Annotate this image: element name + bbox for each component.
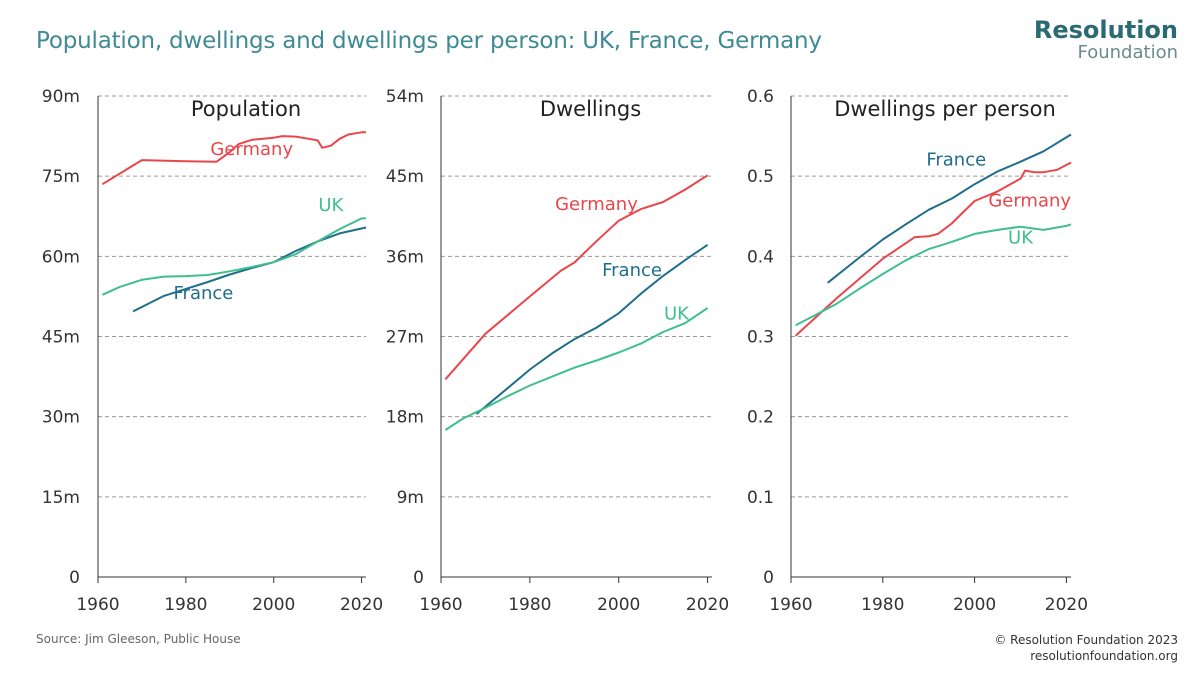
source-note: Source: Jim Gleeson, Public House	[36, 632, 241, 646]
y-tick-label: 45m	[386, 167, 424, 187]
y-tick-label: 0.2	[747, 408, 774, 428]
series-label-germany: Germany	[988, 191, 1071, 212]
y-tick-label: 45m	[42, 328, 80, 348]
series-label-uk: UK	[318, 195, 344, 216]
series-line-germany	[794, 161, 1072, 337]
chart-panel-1: 0 15m 30m 45m 60m 75m 90m 1960 1980 2000 2020 Popul…	[42, 87, 383, 615]
y-tick-label: 9m	[397, 488, 424, 508]
copyright-line: © Resolution Foundation 2023	[994, 633, 1178, 647]
x-tick-label: 1980	[164, 595, 207, 615]
y-tick-label: 0.1	[747, 488, 774, 508]
chart-panel-3: 0 0.1 0.2 0.3 0.4 0.5 0.6 1960 1980 2000 2020 Dwell…	[747, 87, 1088, 615]
series-label-uk: UK	[664, 304, 690, 325]
x-tick-label: 1980	[508, 595, 551, 615]
panel-title: Dwellings per person	[834, 97, 1056, 121]
series-line-uk	[444, 307, 709, 431]
chart-title: Population, dwellings and dwellings per …	[36, 28, 822, 54]
y-tick-label: 0	[69, 568, 80, 588]
resolution-foundation-logo: Resolution Foundation	[1034, 18, 1178, 62]
x-tick-label: 2020	[1045, 595, 1088, 615]
y-tick-label: 0.6	[747, 87, 774, 107]
x-tick-label: 2020	[340, 595, 383, 615]
website-line: resolutionfoundation.org	[1030, 649, 1178, 663]
chart-panel-2: 0 9m 18m 27m 36m 45m 54m 1960 1980 2000 2020 Dwelli…	[386, 87, 729, 615]
y-tick-label: 36m	[386, 247, 424, 267]
y-tick-label: 0.5	[747, 167, 774, 187]
series-line-france	[475, 243, 709, 415]
x-tick-label: 1960	[419, 595, 462, 615]
series-line-germany	[444, 174, 709, 380]
y-tick-label: 54m	[386, 87, 424, 107]
series-line-france	[827, 133, 1072, 284]
y-tick-label: 0.3	[747, 328, 774, 348]
x-tick-label: 1960	[76, 595, 119, 615]
panel-title: Population	[191, 97, 301, 121]
logo-line-1: Resolution	[1033, 16, 1178, 44]
y-tick-label: 0	[413, 568, 424, 588]
y-tick-label: 75m	[42, 167, 80, 187]
series-line-germany	[101, 131, 366, 186]
x-tick-label: 2000	[953, 595, 996, 615]
x-tick-label: 1960	[769, 595, 812, 615]
series-label-uk: UK	[1008, 228, 1034, 249]
series-line-uk	[101, 217, 366, 296]
x-tick-label: 2020	[686, 595, 729, 615]
series-label-france: France	[174, 283, 234, 304]
logo-line-2: Foundation	[1077, 42, 1178, 63]
series-label-france: France	[926, 150, 986, 171]
panel-title: Dwellings	[540, 97, 641, 121]
series-line-uk	[795, 223, 1072, 327]
copyright-note: © Resolution Foundation 2023 resolutionf…	[994, 632, 1178, 664]
y-tick-label: 0.4	[747, 247, 774, 267]
y-tick-label: 18m	[386, 408, 424, 428]
x-tick-label: 1980	[861, 595, 904, 615]
x-tick-label: 2000	[252, 595, 295, 615]
y-tick-label: 90m	[42, 87, 80, 107]
series-label-germany: Germany	[210, 139, 293, 160]
y-tick-label: 30m	[42, 408, 80, 428]
y-tick-label: 27m	[386, 328, 424, 348]
x-tick-label: 2000	[597, 595, 640, 615]
y-tick-label: 60m	[42, 247, 80, 267]
y-tick-label: 0	[763, 568, 774, 588]
y-tick-label: 15m	[42, 488, 80, 508]
series-label-germany: Germany	[555, 194, 638, 215]
series-line-france	[132, 226, 367, 313]
series-label-france: France	[602, 260, 662, 281]
